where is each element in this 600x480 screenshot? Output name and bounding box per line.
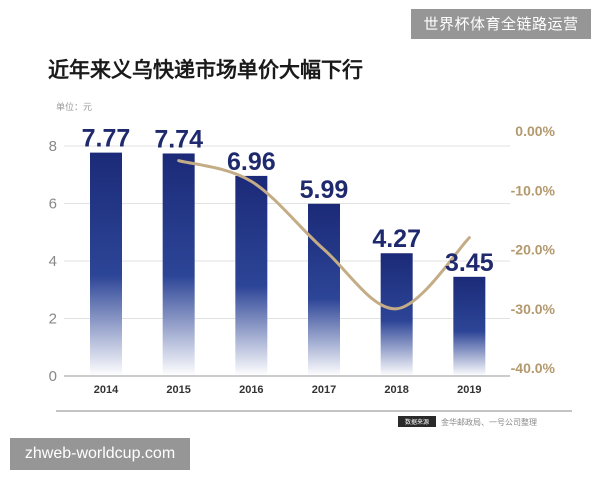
bar [90, 152, 122, 376]
data-label: 7.77 [82, 125, 131, 153]
x-tick-label: 2015 [166, 384, 190, 396]
x-tick-label: 2017 [312, 384, 336, 396]
y-tick-label-right: 0.00% [515, 123, 555, 139]
trend-line [177, 159, 471, 311]
data-label: 6.96 [227, 148, 276, 176]
x-tick-label: 2019 [457, 384, 481, 396]
chart-title: 近年来义乌快递市场单价大幅下行 [48, 58, 363, 82]
data-label: 5.99 [300, 176, 349, 204]
bar [308, 203, 340, 376]
y-tick-label-left: 0 [49, 368, 57, 385]
x-tick-label: 2018 [384, 384, 408, 396]
bar [235, 175, 268, 376]
bar [162, 153, 195, 376]
y-tick-label-left: 2 [49, 311, 57, 328]
source-text: 金华邮政局、一号公司整理 [441, 417, 537, 427]
data-label: 3.45 [445, 249, 494, 277]
source-tag: 数据来源 [405, 418, 429, 426]
y-tick-label-left: 8 [49, 138, 57, 155]
y-tick-label-right: -20.0% [511, 242, 556, 258]
data-label: 4.27 [372, 225, 421, 253]
x-tick-label: 2016 [239, 384, 263, 396]
watermark-top: 世界杯体育全链路运营 [411, 9, 591, 39]
bars [90, 152, 486, 376]
y-tick-label-right: -30.0% [511, 301, 556, 317]
y-tick-label-left: 6 [49, 196, 57, 213]
grid [64, 145, 510, 319]
value-labels: 7.77 7.74 6.96 5.99 4.27 3.45 [82, 125, 494, 277]
axes: 0 2 4 6 8 0.00% -10.0% -20.0% -30.0% -40.0% 2014 20… [49, 123, 556, 396]
y-tick-label-left: 4 [49, 253, 57, 270]
data-label: 7.74 [154, 125, 203, 153]
y-tick-label-right: -10.0% [511, 182, 556, 198]
unit-label: 单位：元 [56, 101, 92, 113]
source-tag-box [398, 416, 436, 427]
y-tick-label-right: -40.0% [511, 360, 556, 376]
bar [453, 276, 486, 376]
trend-line-path [177, 159, 471, 311]
watermark-bottom: zhweb-worldcup.com [10, 438, 190, 470]
x-tick-label: 2014 [94, 384, 119, 396]
bar [380, 253, 413, 376]
